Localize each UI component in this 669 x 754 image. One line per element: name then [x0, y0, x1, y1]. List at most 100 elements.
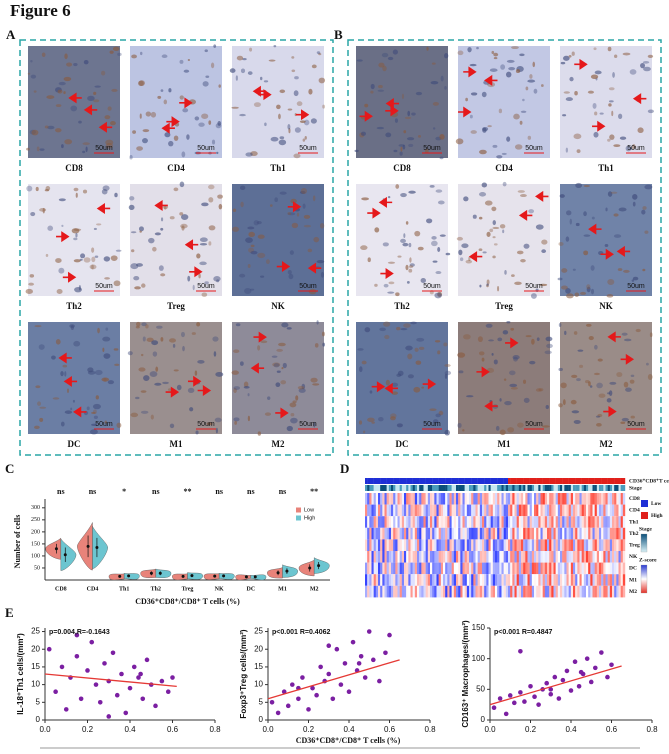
heatmap-cell — [551, 585, 554, 598]
group-annotation — [523, 478, 526, 484]
heatmap-cell — [375, 551, 379, 563]
heatmap-cell — [410, 527, 413, 540]
heatmap-cell — [618, 551, 621, 563]
heatmap-cell — [612, 574, 615, 586]
heatmap-cell — [421, 493, 424, 505]
heatmap-cell — [445, 539, 448, 551]
heatmap-cell — [594, 585, 598, 598]
group-annotation — [575, 478, 578, 484]
heatmap-cell — [471, 574, 474, 586]
stage-annotation — [443, 485, 446, 491]
micrograph-texture — [476, 46, 479, 50]
arrow — [422, 378, 437, 390]
heatmap-cell — [373, 504, 377, 517]
heatmap-cell — [510, 574, 513, 586]
heatmap-cell — [453, 504, 457, 517]
heatmap-cell — [421, 504, 424, 517]
micrograph-texture — [503, 378, 507, 381]
stage-annotation — [601, 485, 604, 491]
micrograph-texture — [168, 88, 172, 93]
heatmap-cell — [568, 504, 572, 517]
heatmap-cell — [579, 551, 582, 563]
heatmap-cell — [393, 551, 396, 563]
legend-swatch — [641, 512, 648, 519]
image-label: Th1 — [598, 163, 614, 173]
micrograph-texture — [649, 332, 653, 338]
micrograph-texture — [404, 116, 412, 120]
heatmap-cell — [447, 574, 450, 586]
micrograph-texture — [424, 148, 429, 154]
stage-annotation — [573, 485, 576, 491]
micrograph-bg — [560, 322, 652, 434]
heatmap-cell — [388, 527, 392, 540]
heatmap-cell — [490, 516, 494, 528]
group-annotation — [531, 478, 535, 484]
scatter-point — [346, 689, 352, 694]
group-annotation — [557, 478, 561, 484]
stage-annotation — [570, 485, 574, 491]
micrograph-texture — [444, 86, 447, 90]
heatmap-cell — [612, 493, 615, 505]
scatter-point — [552, 674, 558, 680]
heatmap-cell — [575, 527, 578, 540]
heatmap-cell — [486, 527, 489, 540]
micrograph-texture — [156, 325, 163, 329]
arrow — [607, 331, 621, 343]
micrograph-texture — [541, 249, 547, 254]
heatmap-cell — [440, 574, 444, 586]
micrograph-texture — [364, 103, 369, 108]
micrograph-texture — [70, 407, 73, 411]
heatmap-cell — [492, 527, 496, 540]
micrograph-texture — [291, 222, 299, 229]
heatmap-cell — [443, 493, 446, 505]
micrograph-texture — [407, 353, 413, 360]
micrograph-texture — [94, 85, 101, 88]
heatmap-cell — [560, 527, 563, 540]
arrow — [384, 382, 398, 394]
group-annotation — [518, 478, 522, 484]
micrograph-texture — [31, 129, 39, 136]
image-label: M2 — [272, 439, 285, 449]
group-annotation — [555, 478, 559, 484]
micrograph-texture — [318, 53, 322, 56]
heatmap-cell — [414, 562, 418, 575]
heatmap-cell — [425, 562, 429, 575]
heatmap-cell — [421, 516, 424, 528]
heatmap-cell — [536, 493, 539, 505]
y-tick-label: 0 — [259, 715, 264, 724]
micrograph-texture — [486, 231, 491, 237]
scatter-point — [548, 687, 554, 692]
heatmap-cell — [386, 562, 390, 575]
group-annotation — [425, 478, 429, 484]
micrograph-texture — [145, 324, 149, 329]
heatmap-cell — [540, 516, 543, 528]
micrograph-texture — [70, 325, 74, 331]
heatmap-cell — [616, 527, 619, 540]
micrograph-texture — [152, 246, 157, 252]
y-tick-label: 5 — [36, 697, 41, 706]
micrograph-texture — [291, 69, 296, 73]
heatmap-cell — [460, 493, 463, 505]
x-tick-label: CD4 — [87, 586, 99, 592]
heatmap-cell — [514, 527, 517, 540]
stage-annotation — [590, 485, 593, 491]
heatmap-cell — [458, 562, 461, 575]
heatmap-cell — [542, 504, 546, 517]
heatmap-cell — [430, 574, 433, 586]
violin — [282, 564, 298, 578]
heatmap-cell — [590, 562, 593, 575]
heatmap-cell — [616, 539, 619, 551]
heatmap-cell — [603, 551, 606, 563]
micrograph-texture — [440, 75, 444, 82]
heatmap-cell — [462, 527, 465, 540]
heatmap-cell — [616, 551, 619, 563]
micrograph-texture — [469, 114, 473, 119]
group-annotation — [397, 478, 400, 484]
heatmap-cell — [397, 562, 400, 575]
micrograph-texture — [607, 138, 611, 142]
micrograph-texture — [91, 411, 96, 414]
heatmap-cell — [460, 574, 463, 586]
heatmap-cell — [529, 574, 533, 586]
heatmap-cell — [432, 585, 435, 598]
y-tick-label: 300 — [31, 505, 40, 511]
